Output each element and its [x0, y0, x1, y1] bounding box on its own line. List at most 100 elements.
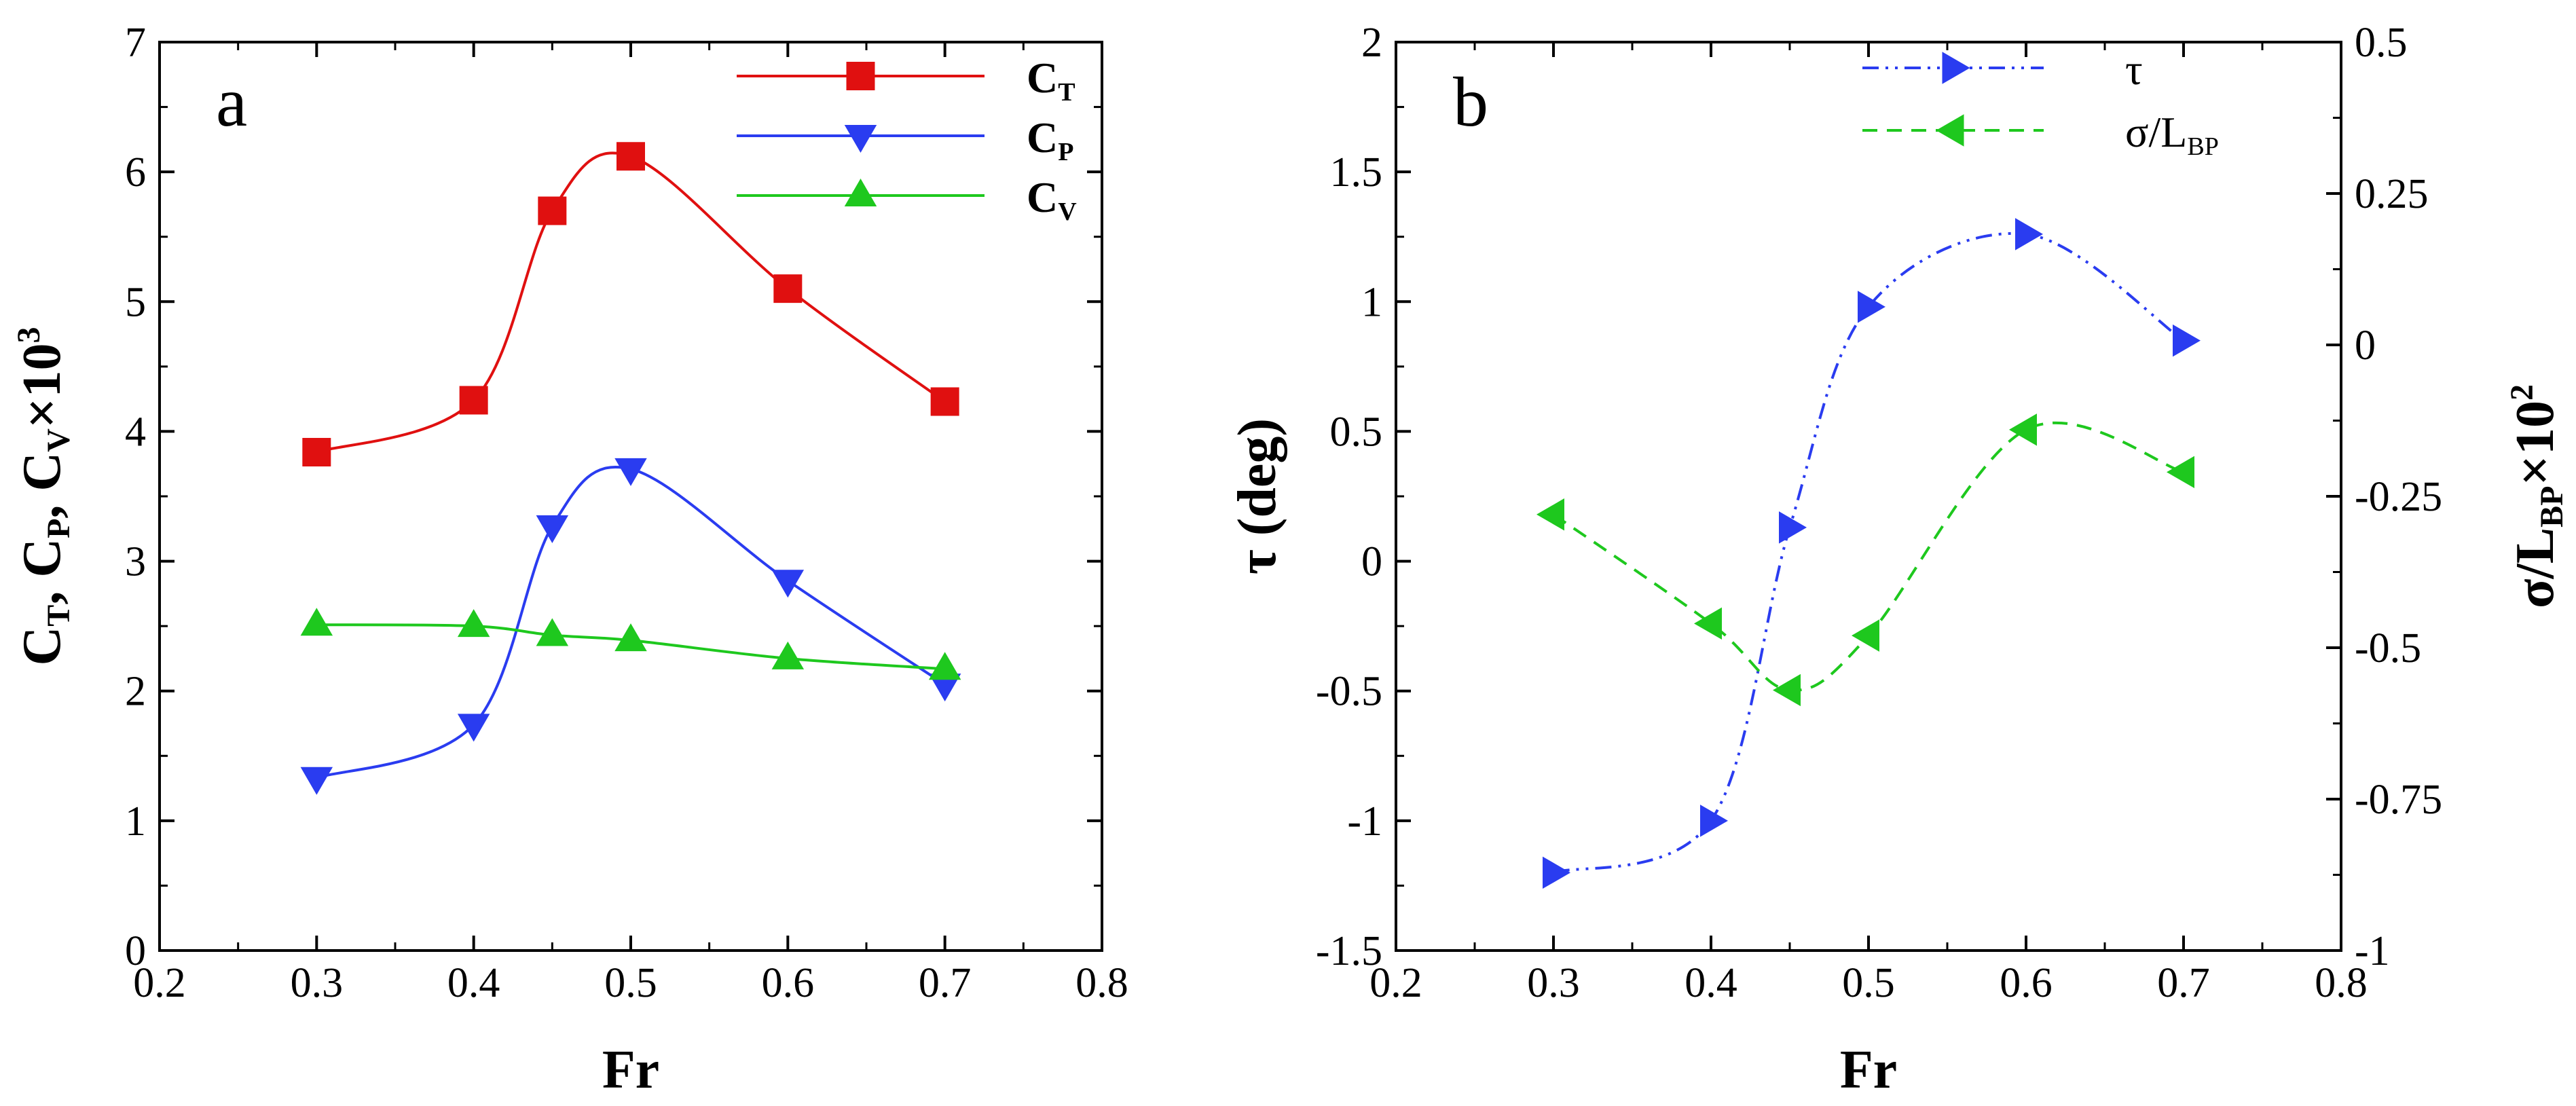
data-point: [459, 386, 488, 415]
data-point: [536, 618, 569, 646]
y-tick-label: 6: [125, 149, 146, 196]
x-tick-label: 0.3: [1527, 960, 1580, 1006]
legend-b: τ σ/LBP: [1862, 45, 2219, 161]
y2-axis-title-b-times: ×10: [2505, 401, 2565, 486]
series-group-a: [300, 142, 961, 795]
x-axis-b: 0.2 0.3 0.4 0.5 0.6 0.7 0.8: [1369, 42, 2368, 1006]
legend-swatch-marker: [1942, 52, 1970, 84]
data-point: [457, 714, 490, 742]
y-axis-title-a-exp: 3: [11, 327, 47, 344]
x-tick-label: 0.4: [1685, 960, 1737, 1006]
data-point: [614, 458, 647, 486]
data-point: [457, 609, 490, 638]
y-axis-right-b: -1 -0.75 -0.5 -0.25 0 0.25 0.5: [2326, 20, 2442, 974]
legend-label-sub: T: [1058, 78, 1075, 107]
x-tick-label: 0.2: [1369, 960, 1422, 1006]
y-tick-label: 1: [1361, 279, 1382, 325]
data-point: [2009, 413, 2037, 446]
data-point: [2167, 456, 2194, 489]
y2-tick-label: 0: [2355, 322, 2376, 369]
legend-label-main: C: [1027, 54, 1058, 102]
y2-axis-title-b-exp: 2: [2504, 384, 2540, 401]
y-tick-label: 0.5: [1330, 409, 1383, 455]
legend-swatch-marker: [844, 125, 877, 153]
data-point: [536, 515, 569, 543]
x-tick-label: 0.6: [2000, 960, 2053, 1006]
y-tick-label: 1: [125, 798, 146, 845]
y-tick-label: -0.5: [1316, 669, 1382, 715]
y-axis-title-a-times: ×10: [12, 344, 72, 429]
data-point: [1537, 498, 1564, 531]
y-tick-label: 1.5: [1330, 149, 1383, 196]
x-tick-label: 0.3: [291, 960, 344, 1006]
legend-label: σ/LBP: [2125, 108, 2219, 161]
data-point: [1852, 619, 1879, 652]
data-point: [773, 274, 803, 303]
chart-panel-b: 0.2 0.3 0.4 0.5 0.6 0.7 0.8 -1.5 -1 -0.5 0 0.5 1 1.5…: [1228, 20, 2570, 1100]
data-point: [1858, 291, 1885, 323]
y-axis-title-a-sub2: P: [41, 519, 77, 538]
y-tick-label: -1: [1347, 798, 1382, 845]
data-point: [300, 767, 333, 795]
y-tick-label: -1.5: [1316, 928, 1382, 974]
y2-tick-label: -0.75: [2355, 777, 2442, 823]
y2-tick-label: 0.25: [2355, 171, 2429, 217]
data-point: [300, 608, 333, 636]
legend-label: CT: [1027, 54, 1075, 107]
legend-swatch-marker: [844, 179, 877, 206]
y-tick-label: 4: [125, 409, 146, 455]
plot-frame-a: [158, 41, 1103, 952]
legend-label: CV: [1027, 173, 1077, 226]
legend-label: CP: [1027, 113, 1073, 166]
series-line: [1553, 232, 2185, 874]
y-axis-title-a-c3: C: [12, 452, 72, 492]
x-tick-label: 0.5: [604, 960, 657, 1006]
y-axis-title-a-c1: C: [12, 627, 72, 666]
x-tick-label: 0.8: [1075, 960, 1128, 1006]
data-point: [614, 623, 647, 652]
data-point: [1773, 674, 1801, 707]
series-group-b: [1537, 218, 2201, 889]
data-point: [928, 652, 961, 680]
y2-tick-label: -0.25: [2355, 474, 2442, 520]
x-tick-label: 0.6: [762, 960, 815, 1006]
data-point: [617, 142, 645, 171]
y-tick-label: 0: [1361, 539, 1382, 585]
x-tick-label: 0.7: [919, 960, 972, 1006]
y-tick-label: 3: [125, 539, 146, 585]
y-tick-label: 5: [125, 279, 146, 325]
x-axis-title-a: Fr: [602, 1040, 659, 1100]
data-point: [538, 196, 567, 225]
panel-label-b: b: [1453, 63, 1488, 141]
x-axis-a: 0.2 0.3 0.4 0.5 0.6 0.7 0.8: [133, 42, 1128, 1006]
series-line: [316, 151, 946, 454]
y-axis-title-b: τ (deg): [1228, 418, 1287, 574]
y2-tick-label: -0.5: [2355, 625, 2421, 671]
y-tick-label: 2: [125, 669, 146, 715]
x-tick-label: 0.4: [447, 960, 500, 1006]
data-point: [2173, 324, 2201, 357]
x-tick-label: 0.7: [2157, 960, 2210, 1006]
x-tick-label: 0.8: [2315, 960, 2368, 1006]
data-point: [2015, 218, 2043, 251]
data-point: [1694, 607, 1722, 640]
series-line: [1552, 421, 2184, 692]
x-axis-title-b: Fr: [1840, 1040, 1897, 1100]
y2-tick-label: 0.5: [2355, 20, 2408, 66]
y2-axis-title-b-main: σ/L: [2505, 528, 2565, 608]
chart-panel-a: 0.2 0.3 0.4 0.5 0.6 0.7 0.8 0 1 2 3 4 5 6 7 a Fr CT, …: [11, 20, 1128, 1100]
data-point: [1700, 805, 1728, 837]
legend-label-main: τ: [2125, 45, 2143, 94]
legend-label-sub: V: [1058, 198, 1077, 226]
legend-swatch-marker: [1936, 114, 1964, 147]
legend-label-main: C: [1027, 113, 1058, 162]
legend-label-sub: P: [1058, 138, 1073, 166]
y-axis-title-a-sub3: V: [41, 428, 77, 452]
series-line: [316, 623, 945, 671]
y-axis-left-b: -1.5 -1 -0.5 0 0.5 1 1.5 2: [1316, 20, 1411, 974]
y-axis-a: 0 1 2 3 4 5 6 7: [125, 20, 1102, 974]
panel-label-a: a: [216, 63, 247, 141]
y2-axis-title-b-sub: BP: [2534, 486, 2570, 528]
